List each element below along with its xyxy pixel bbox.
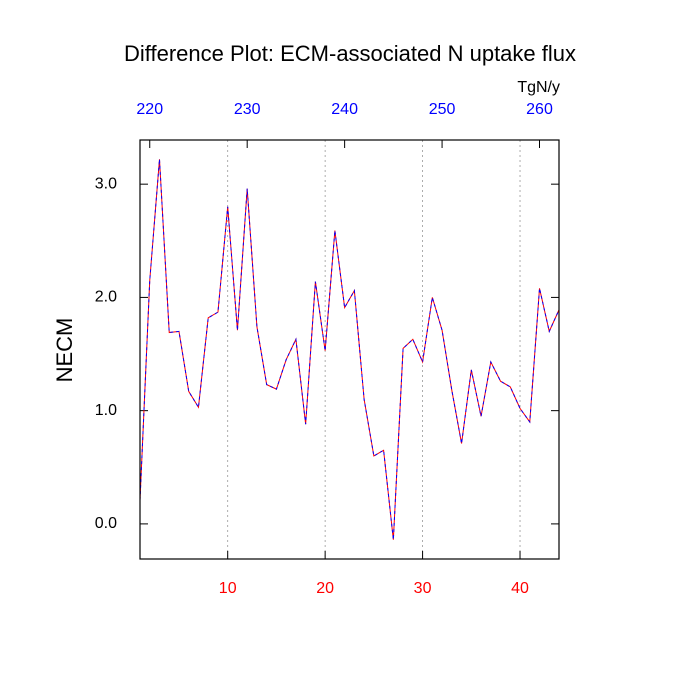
y-tick-label: 2.0 [95,289,117,306]
x2-axis-label: TgN/y [517,79,560,96]
y-tick-label: 3.0 [95,175,117,192]
x-tick-label: 10 [219,580,237,597]
x2-tick-label: 260 [526,101,553,118]
x-tick-label: 30 [414,580,432,597]
x2-tick-label: 230 [234,101,261,118]
chart-title: Difference Plot: ECM-associated N uptake… [124,41,576,66]
y-tick-label: 1.0 [95,402,117,419]
y-axis-label: NECM [52,318,77,383]
x-tick-label: 40 [511,580,529,597]
series-line-dash [139,159,560,540]
x2-tick-label: 240 [331,101,358,118]
y-tick-label: 0.0 [95,515,117,532]
x-tick-label: 20 [316,580,334,597]
x2-tick-label: 250 [429,101,456,118]
x2-tick-label: 220 [136,101,163,118]
plot-frame [139,139,560,560]
